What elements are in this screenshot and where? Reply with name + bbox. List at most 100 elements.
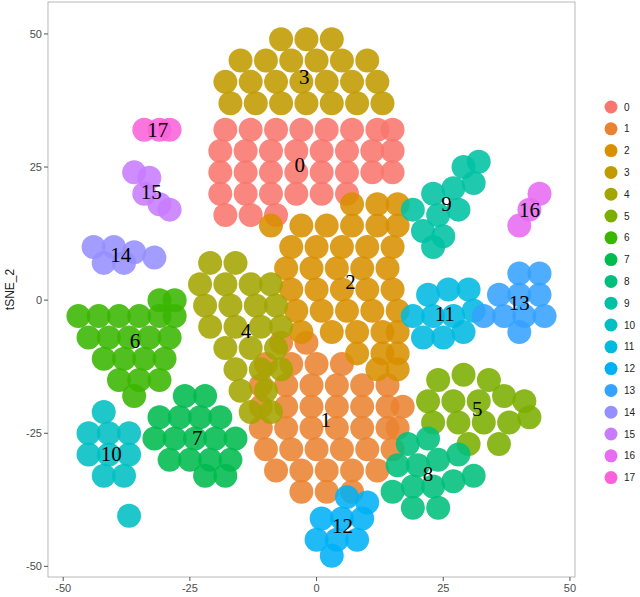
point: [269, 357, 293, 381]
cluster-label: 1: [320, 408, 331, 432]
legend-label: 4: [624, 189, 630, 200]
legend-key: [605, 275, 618, 288]
point: [239, 118, 263, 142]
cluster-label: 2: [345, 270, 356, 294]
x-tick-label: 25: [437, 582, 449, 594]
point: [365, 459, 389, 483]
point: [213, 118, 237, 142]
point: [396, 432, 420, 456]
point: [507, 320, 531, 344]
legend-key: [605, 471, 618, 484]
point: [335, 160, 359, 184]
point: [223, 357, 247, 381]
legend-key: [605, 384, 618, 397]
point: [381, 139, 405, 163]
point: [254, 437, 278, 461]
point: [391, 395, 415, 419]
cluster-points: [122, 160, 181, 221]
point: [355, 278, 379, 302]
point: [294, 91, 318, 115]
point: [198, 315, 222, 339]
point: [208, 160, 232, 184]
point: [426, 496, 450, 520]
point: [320, 27, 344, 51]
x-tick-label: -50: [55, 582, 71, 594]
point: [462, 464, 486, 488]
point: [320, 91, 344, 115]
point: [163, 304, 187, 328]
y-tick: [44, 300, 48, 301]
legend-label: 8: [624, 276, 630, 287]
point: [279, 235, 303, 259]
point: [147, 118, 171, 142]
point: [492, 384, 516, 408]
point: [487, 432, 511, 456]
cluster-points: [142, 384, 247, 488]
y-tick-label: 25: [30, 161, 42, 173]
cluster-points: [416, 363, 541, 456]
point: [305, 352, 329, 376]
point: [213, 464, 237, 488]
point: [264, 459, 288, 483]
point: [269, 91, 293, 115]
point: [244, 91, 268, 115]
point: [462, 171, 486, 195]
point: [533, 304, 557, 328]
point: [294, 27, 318, 51]
point: [305, 235, 329, 259]
point: [310, 299, 334, 323]
legend-key: [605, 188, 618, 201]
point: [360, 299, 384, 323]
point: [279, 437, 303, 461]
x-tick: [189, 577, 190, 581]
legend-label: 16: [624, 450, 636, 461]
cluster-label: 17: [147, 118, 168, 142]
point: [147, 368, 171, 392]
point: [223, 251, 247, 275]
legend-label: 9: [624, 298, 630, 309]
point: [335, 485, 359, 509]
point: [284, 182, 308, 206]
legend-label: 17: [624, 472, 636, 483]
point: [229, 379, 253, 403]
point: [350, 506, 374, 530]
point: [223, 427, 247, 451]
point: [218, 293, 242, 317]
cluster-points: [77, 400, 142, 528]
point: [381, 235, 405, 259]
legend-label: 13: [624, 385, 636, 396]
point: [264, 336, 288, 360]
cluster-points: [82, 235, 167, 275]
legend-key: [605, 101, 618, 114]
point: [350, 395, 374, 419]
legend-label: 11: [624, 341, 635, 352]
legend-key: [605, 166, 618, 179]
point: [198, 251, 222, 275]
point: [289, 459, 313, 483]
cluster-points: [381, 427, 486, 520]
point: [213, 70, 237, 94]
point: [218, 91, 242, 115]
legend-label: 12: [624, 363, 636, 374]
x-tick-label: -25: [182, 582, 198, 594]
cluster-points: [188, 251, 293, 424]
cluster-label: 0: [294, 153, 305, 177]
point: [330, 49, 354, 73]
point: [208, 139, 232, 163]
point: [355, 437, 379, 461]
point: [208, 182, 232, 206]
point: [340, 459, 364, 483]
point: [320, 544, 344, 568]
point: [239, 203, 263, 227]
cluster-points: [507, 182, 551, 238]
legend-key: [605, 449, 618, 462]
point: [264, 293, 288, 317]
cluster-label: 5: [472, 397, 483, 421]
cluster-points: [249, 331, 415, 504]
point: [528, 283, 552, 307]
point: [528, 262, 552, 286]
point: [92, 400, 116, 424]
point: [315, 118, 339, 142]
point: [239, 70, 263, 94]
point: [345, 341, 369, 365]
